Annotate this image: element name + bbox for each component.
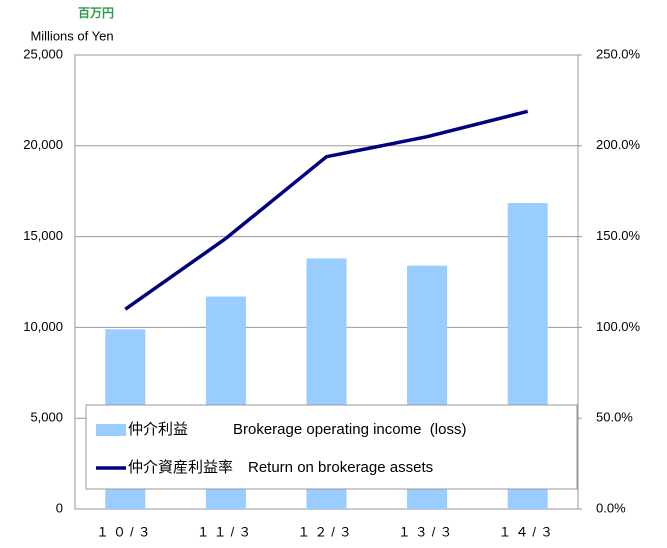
y-tick-label: 0 (56, 500, 63, 515)
legend-swatch (96, 424, 126, 436)
x-tick-label: １４/３ (498, 524, 557, 539)
y2-tick-label: 150.0% (596, 228, 641, 243)
y-tick-label: 25,000 (23, 46, 63, 61)
y2-tick-label: 0.0% (596, 500, 626, 515)
unit-label: 百万円 (78, 6, 114, 20)
x-tick-label: １１/３ (197, 524, 256, 539)
y2-tick-label: 250.0% (596, 46, 641, 61)
y-tick-label: 5,000 (30, 410, 63, 425)
x-tick-label: １０/３ (96, 524, 155, 539)
line (124, 109, 529, 311)
y-tick-label: 15,000 (23, 228, 63, 243)
y2-tick-label: 200.0% (596, 137, 641, 152)
x-tick-label: １３/３ (398, 524, 457, 539)
legend-label: 仲介資産利益率 Return on brokerage assets (128, 459, 433, 476)
y2-tick-label: 100.0% (596, 319, 641, 334)
y-tick-label: 20,000 (23, 137, 63, 152)
legend-label: 仲介利益 Brokerage operating income (loss) (128, 421, 466, 438)
y2-tick-label: 50.0% (596, 410, 633, 425)
y-axis-label: Millions of Yen (30, 28, 113, 43)
y-tick-label: 10,000 (23, 319, 63, 334)
legend-box (85, 404, 578, 490)
x-tick-label: １２/３ (297, 524, 356, 539)
